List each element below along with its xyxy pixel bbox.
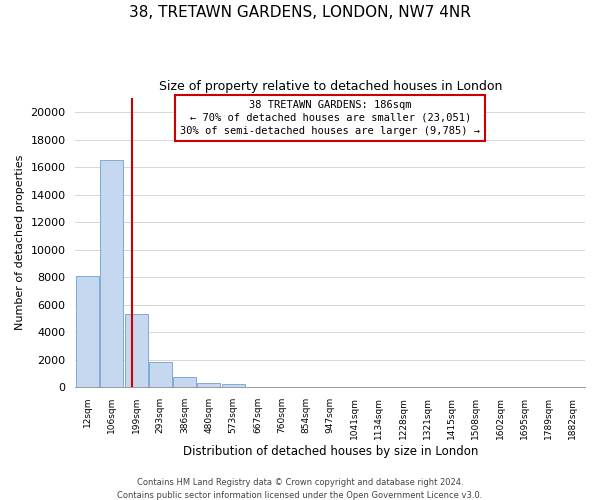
Text: 38, TRETAWN GARDENS, LONDON, NW7 4NR: 38, TRETAWN GARDENS, LONDON, NW7 4NR	[129, 5, 471, 20]
Bar	[100, 160, 124, 387]
Title: Size of property relative to detached houses in London: Size of property relative to detached ho…	[158, 80, 502, 93]
Text: Contains HM Land Registry data © Crown copyright and database right 2024.
Contai: Contains HM Land Registry data © Crown c…	[118, 478, 482, 500]
Text: 38 TRETAWN GARDENS: 186sqm
← 70% of detached houses are smaller (23,051)
30% of : 38 TRETAWN GARDENS: 186sqm ← 70% of deta…	[180, 100, 480, 136]
Y-axis label: Number of detached properties: Number of detached properties	[15, 155, 25, 330]
Bar	[221, 384, 245, 387]
Bar	[173, 377, 196, 387]
Bar	[149, 362, 172, 387]
Bar	[197, 383, 220, 387]
Bar	[76, 276, 99, 387]
Bar	[125, 314, 148, 387]
X-axis label: Distribution of detached houses by size in London: Distribution of detached houses by size …	[182, 444, 478, 458]
